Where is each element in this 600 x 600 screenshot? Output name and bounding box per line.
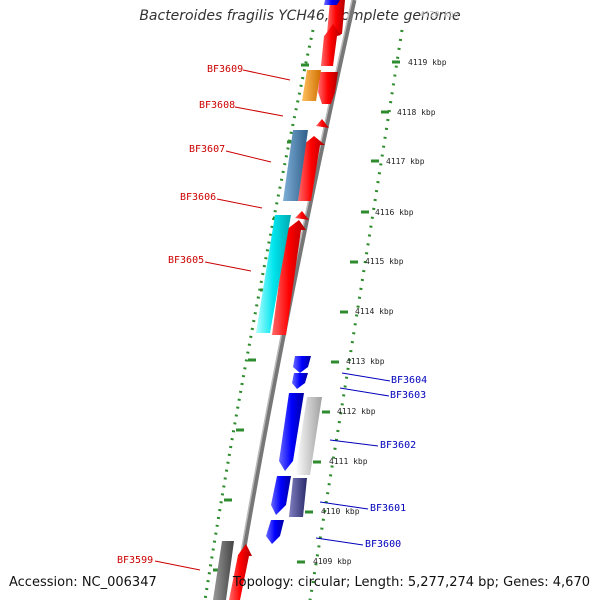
kbp-label: 4120 kbp — [420, 10, 459, 19]
kbp-label: 4116 kbp — [375, 208, 414, 217]
gene-label-BF3599[interactable]: BF3599 — [117, 555, 153, 566]
kbp-label: 4109 kbp — [313, 557, 352, 566]
gene-arrow — [271, 476, 291, 515]
kbp-label: 4115 kbp — [365, 257, 404, 266]
kbp-label: 4111 kbp — [329, 457, 368, 466]
gene-arrow — [318, 72, 338, 104]
gene-block-BF3607 — [283, 130, 308, 201]
gene-arrow — [321, 24, 341, 66]
kbp-label: 4117 kbp — [386, 157, 425, 166]
kbp-label: 4118 kbp — [397, 108, 436, 117]
gene-label-BF3601[interactable]: BF3601 — [370, 503, 406, 514]
gene-block-BF3602 — [295, 397, 322, 475]
gene-label-BF3609[interactable]: BF3609 — [207, 64, 243, 75]
gene-arrow — [229, 544, 252, 600]
gene-arrow — [293, 356, 311, 373]
kbp-label: 4114 kbp — [355, 307, 394, 316]
gene-label-BF3606[interactable]: BF3606 — [180, 192, 216, 203]
gene-block-BF3605 — [256, 215, 291, 333]
accession-text: Accession: NC_006347 — [9, 575, 157, 590]
reverse-leaders — [315, 372, 391, 546]
gene-block-BF3609 — [302, 70, 321, 101]
gene-arrow — [316, 119, 329, 128]
gene-label-BF3608[interactable]: BF3608 — [199, 100, 235, 111]
gene-label-BF3607[interactable]: BF3607 — [189, 144, 225, 155]
kbp-label: 4113 kbp — [346, 357, 385, 366]
major-ticks — [297, 60, 400, 564]
gene-label-BF3604[interactable]: BF3604 — [391, 375, 427, 386]
forward-leaders — [154, 69, 291, 571]
reverse-strand — [266, 0, 340, 544]
gene-label-BF3602[interactable]: BF3602 — [380, 440, 416, 451]
genome-summary-text: Topology: circular; Length: 5,277,274 bp… — [232, 575, 590, 590]
gene-arrow — [295, 211, 309, 220]
gene-block-BF3601 — [289, 478, 307, 517]
gene-arrow — [266, 520, 284, 544]
kbp-label: 4112 kbp — [337, 407, 376, 416]
forward-outer-genes — [213, 70, 321, 600]
kbp-label: 4110 kbp — [321, 507, 360, 516]
gene-arrow — [272, 220, 306, 335]
gene-block-BF3599 — [213, 541, 234, 600]
kbp-label: 4119 kbp — [408, 58, 447, 67]
gene-label-BF3605[interactable]: BF3605 — [168, 255, 204, 266]
gene-arrow — [324, 0, 340, 5]
gene-arrow — [279, 393, 304, 471]
map-title: Bacteroides fragilis YCH46, complete gen… — [139, 8, 461, 24]
gene-arrow — [327, 0, 345, 34]
gene-label-BF3603[interactable]: BF3603 — [390, 390, 426, 401]
gene-label-BF3600[interactable]: BF3600 — [365, 539, 401, 550]
gene-arrow — [292, 373, 308, 389]
